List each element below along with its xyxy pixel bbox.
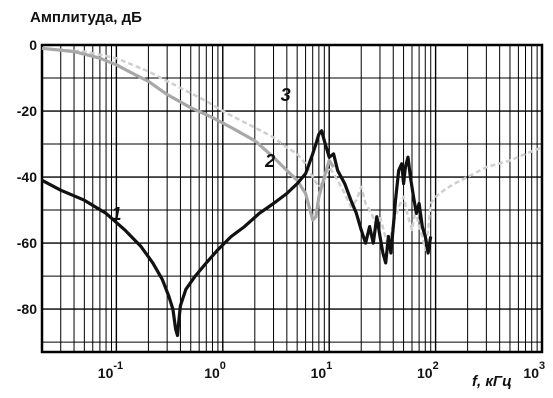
grid	[41, 44, 542, 352]
curve-label-2: 2	[264, 151, 275, 171]
y-tick-label: -80	[17, 301, 37, 317]
x-tick-exponent: 1	[326, 360, 332, 372]
y-tick-labels: 0 -20 -40 -60 -80	[17, 37, 37, 317]
y-axis-label: Амплитуда, дБ	[30, 9, 142, 26]
x-tick-exponent: 2	[433, 360, 439, 372]
series-line-2	[41, 46, 335, 222]
series-line-3	[41, 47, 543, 251]
plot-frame	[40, 43, 544, 354]
curve-label-1: 1	[112, 204, 122, 224]
x-tick-exponent: 0	[220, 360, 226, 372]
y-tick-label: 0	[29, 37, 37, 53]
x-axis-label: f, кГц	[472, 373, 512, 390]
x-tick-exponent: 3	[539, 360, 545, 372]
x-tick-exponent: -1	[113, 360, 123, 372]
y-tick-label: -60	[17, 235, 37, 251]
x-tick-label: 10	[311, 365, 327, 381]
y-tick-label: -20	[17, 103, 37, 119]
curve-labels: 1 2 3	[112, 85, 291, 224]
curve-label-3: 3	[281, 85, 291, 105]
x-tick-label: 10	[523, 365, 539, 381]
x-tick-label: 10	[417, 365, 433, 381]
x-tick-label: 10	[98, 365, 114, 381]
series-line-1	[41, 129, 433, 338]
series-layer	[41, 46, 543, 338]
x-tick-label: 10	[204, 365, 220, 381]
x-tick-labels: 10 -1 10 0 10 1 10 2 10 3	[98, 360, 545, 381]
y-tick-label: -40	[17, 169, 37, 185]
